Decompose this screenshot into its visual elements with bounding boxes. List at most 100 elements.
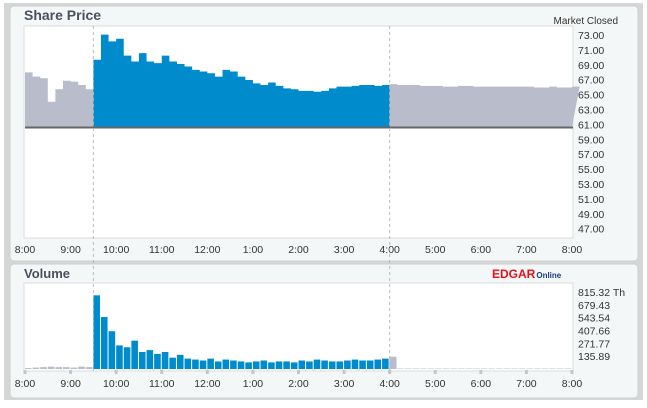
price-y-tick: 67.00 bbox=[578, 75, 604, 87]
price-y-tick: 49.00 bbox=[578, 209, 604, 221]
volume-bar bbox=[139, 352, 146, 369]
volume-bar bbox=[177, 355, 184, 369]
volume-x-tickmark bbox=[206, 370, 209, 374]
volume-bar bbox=[268, 362, 275, 369]
market-status: Market Closed bbox=[554, 16, 618, 27]
volume-bar bbox=[40, 367, 47, 369]
price-x-tick: 12:00 bbox=[194, 244, 220, 256]
price-y-tick: 51.00 bbox=[578, 194, 604, 206]
logo-sub: Online bbox=[536, 271, 561, 280]
price-title: Share Price bbox=[24, 7, 101, 23]
volume-bar bbox=[192, 360, 199, 369]
volume-title: Volume bbox=[24, 266, 70, 281]
volume-bar bbox=[336, 361, 343, 369]
price-y-tick: 73.00 bbox=[578, 30, 604, 42]
volume-x-tick: 9:00 bbox=[60, 378, 81, 390]
price-y-tick: 63.00 bbox=[578, 105, 604, 117]
volume-bar bbox=[86, 367, 93, 369]
volume-x-tick: 1:00 bbox=[243, 378, 264, 390]
volume-bar bbox=[299, 361, 306, 369]
volume-bar bbox=[306, 361, 313, 369]
volume-x-tick: 3:00 bbox=[334, 378, 355, 390]
volume-x-tickmark bbox=[434, 370, 437, 374]
volume-y-tick: 271.77 bbox=[578, 338, 610, 350]
price-y-tick: 61.00 bbox=[578, 119, 604, 131]
volume-x-tickmark bbox=[160, 370, 163, 374]
volume-bar bbox=[253, 361, 260, 369]
volume-x-tick: 8:00 bbox=[15, 378, 36, 390]
volume-bar bbox=[329, 361, 336, 369]
price-x-tick: 5:00 bbox=[425, 244, 446, 256]
price-y-tick: 69.00 bbox=[578, 60, 604, 72]
volume-x-tickmark bbox=[24, 370, 27, 374]
volume-bar bbox=[48, 367, 55, 369]
volume-bar bbox=[276, 361, 283, 369]
volume-bar bbox=[55, 367, 62, 369]
volume-bar bbox=[291, 362, 298, 369]
volume-bar bbox=[344, 361, 351, 369]
volume-bar bbox=[261, 361, 268, 369]
chart-widget: Share Price Market Closed Volume EDGAROn… bbox=[4, 3, 643, 400]
volume-bar bbox=[63, 367, 70, 369]
price-y-tick: 65.00 bbox=[578, 90, 604, 102]
volume-bar bbox=[200, 361, 207, 369]
volume-bar bbox=[367, 361, 374, 369]
price-x-tick: 2:00 bbox=[288, 244, 309, 256]
volume-bar bbox=[207, 359, 214, 369]
volume-bar bbox=[124, 347, 131, 369]
volume-bar bbox=[374, 360, 381, 369]
volume-x-tick: 11:00 bbox=[149, 378, 175, 390]
volume-bar bbox=[230, 361, 237, 369]
price-x-tick: 8:00 bbox=[15, 244, 36, 256]
volume-x-tick: 10:00 bbox=[103, 378, 129, 390]
volume-bar bbox=[71, 368, 78, 369]
volume-bar bbox=[352, 360, 359, 369]
volume-bar bbox=[245, 362, 252, 369]
volume-bar bbox=[215, 361, 222, 369]
volume-bar bbox=[25, 368, 32, 369]
volume-x-tickmark bbox=[343, 370, 346, 374]
price-x-tick: 10:00 bbox=[103, 244, 129, 256]
volume-bar bbox=[283, 361, 290, 369]
volume-x-tick: 4:00 bbox=[379, 378, 400, 390]
volume-x-tick: 6:00 bbox=[471, 378, 492, 390]
volume-y-tick: 135.89 bbox=[578, 351, 610, 363]
volume-x-tickmark bbox=[571, 370, 574, 374]
volume-bar bbox=[359, 361, 366, 369]
volume-bar bbox=[78, 367, 85, 369]
volume-y-tick: 407.66 bbox=[578, 326, 610, 338]
volume-bar bbox=[321, 361, 328, 369]
volume-x-tickmark bbox=[479, 370, 482, 374]
volume-x-tickmark bbox=[297, 370, 300, 374]
price-x-tick: 1:00 bbox=[243, 244, 264, 256]
volume-x-tickmark bbox=[251, 370, 254, 374]
volume-bar bbox=[33, 368, 40, 369]
volume-y-tick: 543.54 bbox=[578, 313, 610, 325]
volume-bar bbox=[147, 350, 154, 369]
volume-x-tick: 7:00 bbox=[516, 378, 537, 390]
volume-bar bbox=[238, 361, 245, 369]
price-x-tick: 11:00 bbox=[149, 244, 175, 256]
volume-y-tick: 815.32 Th bbox=[578, 287, 625, 299]
price-y-tick: 57.00 bbox=[578, 149, 604, 161]
price-area-after-hours bbox=[390, 84, 580, 127]
volume-x-tick: 5:00 bbox=[425, 378, 446, 390]
charts-svg: Share Price Market Closed Volume EDGAROn… bbox=[4, 3, 647, 408]
volume-bar bbox=[314, 360, 321, 369]
volume-bar bbox=[101, 317, 108, 369]
volume-x-tickmark bbox=[69, 370, 72, 374]
volume-x-tick: 12:00 bbox=[194, 378, 220, 390]
volume-x-tickmark bbox=[115, 370, 118, 374]
price-x-tick: 9:00 bbox=[60, 244, 81, 256]
volume-bar bbox=[169, 358, 176, 369]
price-y-tick: 47.00 bbox=[578, 224, 604, 236]
price-y-tick: 71.00 bbox=[578, 45, 604, 57]
price-y-tick: 53.00 bbox=[578, 179, 604, 191]
price-x-tick: 3:00 bbox=[334, 244, 355, 256]
volume-bar bbox=[109, 331, 116, 369]
price-x-tick: 8:00 bbox=[562, 244, 583, 256]
volume-bar bbox=[162, 352, 169, 369]
volume-bar bbox=[390, 357, 397, 369]
price-y-tick: 55.00 bbox=[578, 164, 604, 176]
volume-bar bbox=[93, 295, 100, 369]
